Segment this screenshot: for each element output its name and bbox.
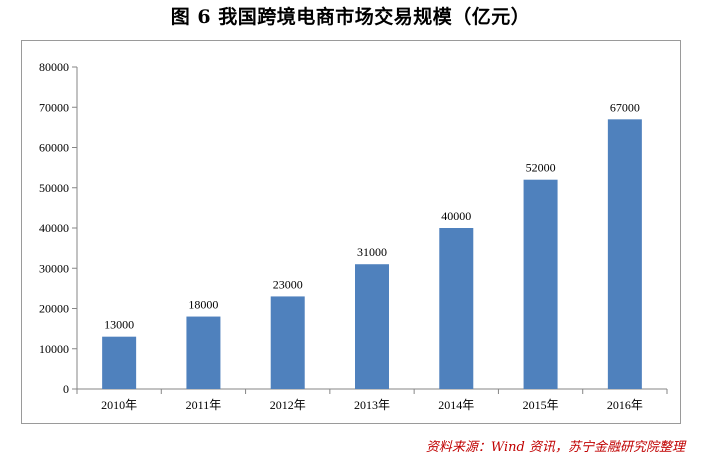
x-tick-label: 2015年 xyxy=(523,398,559,412)
bar xyxy=(186,316,221,389)
y-tick-label: 20000 xyxy=(39,302,69,316)
x-tick-label: 2016年 xyxy=(607,398,643,412)
x-tick-label: 2014年 xyxy=(438,398,474,412)
bar-value-label: 31000 xyxy=(357,245,387,259)
y-tick-label: 80000 xyxy=(39,60,69,74)
bar-value-label: 18000 xyxy=(188,298,218,312)
bar-chart: 0 10000 20000 30000 40000 50000 60000 70000 8000… xyxy=(39,60,668,412)
bar xyxy=(355,264,389,389)
bar xyxy=(607,119,642,389)
y-tick-label: 0 xyxy=(63,382,69,396)
x-tick-label: 2013年 xyxy=(354,398,390,412)
bar xyxy=(102,336,137,389)
bar-value-label: 13000 xyxy=(104,318,134,332)
bar-value-label: 52000 xyxy=(526,161,556,175)
y-tick-label: 70000 xyxy=(39,100,69,114)
y-tick-label: 40000 xyxy=(39,221,69,235)
bar xyxy=(439,228,474,389)
bar-value-label: 23000 xyxy=(273,277,303,291)
y-tick-label: 30000 xyxy=(39,261,69,275)
y-tick-label: 50000 xyxy=(39,181,69,195)
bar xyxy=(523,179,558,389)
x-tick-label: 2010年 xyxy=(101,398,137,412)
bar xyxy=(270,296,305,389)
x-tick-label: 2012年 xyxy=(270,398,306,412)
chart-frame: 0 10000 20000 30000 40000 50000 60000 70000 8000… xyxy=(21,40,681,424)
bar-value-label: 40000 xyxy=(441,209,471,223)
y-tick-label: 60000 xyxy=(39,141,69,155)
chart-title: 图 6 我国跨境电商市场交易规模（亿元） xyxy=(170,6,531,28)
source-note: 资料来源：Wind 资讯，苏宁金融研究院整理 xyxy=(425,440,685,455)
bar-value-label: 67000 xyxy=(610,100,640,114)
y-tick-label: 10000 xyxy=(39,342,69,356)
x-tick-label: 2011年 xyxy=(186,398,222,412)
